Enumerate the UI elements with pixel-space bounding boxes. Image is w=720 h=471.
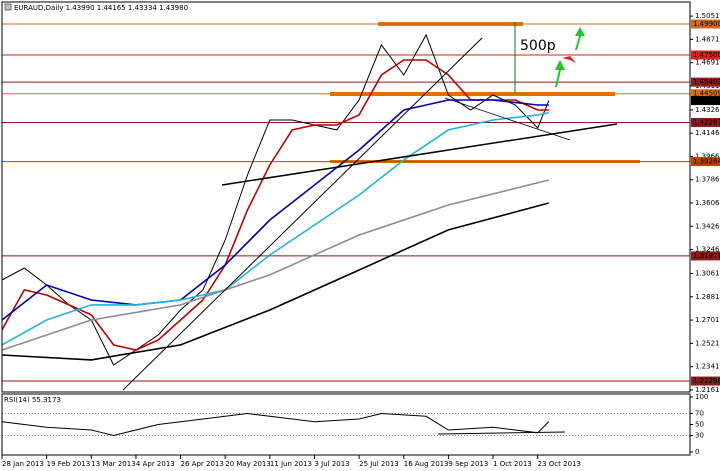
y-tick-label: 1.36060	[695, 199, 720, 207]
rsi-trend-line	[437, 431, 566, 435]
x-tick-label: 23 Oct 2013	[538, 460, 581, 468]
y-tick-label: 50	[695, 421, 704, 429]
level-box	[691, 376, 720, 386]
annotation: 500p	[520, 38, 556, 54]
symbol-icon	[4, 3, 12, 11]
y-tick-label: 1.37860	[695, 176, 720, 184]
y-tick-label: 0	[695, 448, 699, 456]
level-label: 1.31971	[693, 252, 720, 260]
y-tick-label: 1.41460	[695, 129, 720, 137]
main-frame	[1, 1, 691, 393]
level-box	[691, 117, 720, 127]
x-tick-label: 20 May 2013	[225, 460, 271, 468]
arrow-down	[562, 56, 576, 63]
trend-line	[122, 37, 483, 391]
y-tick-label: 1.34260	[695, 222, 720, 230]
series-line	[1, 99, 549, 321]
arrow-up	[575, 27, 585, 50]
y-tick-label: 30	[695, 432, 704, 440]
rsi-frame	[1, 393, 691, 456]
level-label: 1.47500	[693, 51, 720, 59]
y-tick-label: 1.28810	[695, 293, 720, 301]
x-tick-label: 13 Mar 2013	[91, 460, 135, 468]
y-tick-label: 1.48710	[695, 35, 720, 43]
level-label: 1.49900	[693, 20, 720, 28]
level-box	[691, 77, 720, 87]
level-box	[691, 50, 720, 60]
y-tick-label: 1.23410	[695, 363, 720, 371]
series-line	[1, 202, 550, 361]
y-tick-label: 1.43260	[695, 106, 720, 114]
level-box	[691, 157, 720, 167]
y-tick-label: 100	[695, 393, 708, 401]
y-tick-label: 1.30610	[695, 270, 720, 278]
last-price-box	[691, 96, 720, 106]
y-tick-label: 1.25210	[695, 339, 720, 347]
series-line	[1, 33, 550, 366]
y-tick-label: 1.39660	[695, 152, 720, 160]
level-box	[691, 89, 720, 99]
x-tick-label: 25 Jul 2013	[359, 460, 399, 468]
rsi-title: RSI(14) 55.3173	[4, 396, 61, 404]
arrow-up	[555, 60, 565, 87]
x-tick-label: 16 Aug 2013	[404, 460, 449, 468]
x-tick-label: 11 Jun 2013	[270, 460, 312, 468]
y-tick-label: 1.50510	[695, 12, 720, 20]
x-tick-label: 26 Apr 2013	[181, 460, 224, 468]
series-line	[1, 179, 549, 351]
level-label: 1.44509	[693, 90, 720, 98]
level-label: 1.42287	[693, 118, 720, 126]
labels: EURAUD,Daily 1.43990 1.44165 1.43334 1.4…	[2, 4, 720, 468]
drawings	[1, 1, 691, 456]
level-label: 1.39264	[693, 158, 720, 166]
x-tick-label: 3 Jul 2013	[314, 460, 349, 468]
trend-line	[444, 97, 571, 141]
x-tick-label: 4 Apr 2013	[136, 460, 175, 468]
y-tick-label: 1.46910	[695, 59, 720, 67]
level-label: 1.22296	[693, 377, 720, 385]
series-line	[1, 112, 549, 346]
plot	[1, 15, 693, 459]
x-tick-label: 9 Sep 2013	[448, 460, 488, 468]
x-tick-label: 19 Feb 2013	[47, 460, 91, 468]
last-price-label: 1.43980	[693, 97, 720, 105]
series-line	[1, 412, 550, 437]
level-box	[691, 251, 720, 261]
y-tick-label: 1.27010	[695, 316, 720, 324]
chart-title: EURAUD,Daily 1.43990 1.44165 1.43334 1.4…	[14, 4, 188, 12]
level-label: 1.45403	[693, 78, 720, 86]
level-box	[691, 19, 720, 29]
y-tick-label: 1.32460	[695, 246, 720, 254]
trend-line	[221, 123, 618, 186]
x-tick-label: 1 Oct 2013	[493, 460, 532, 468]
y-tick-label: 70	[695, 410, 704, 418]
x-tick-label: 28 Jan 2013	[2, 460, 44, 468]
y-tick-label: 1.21610	[695, 386, 720, 394]
